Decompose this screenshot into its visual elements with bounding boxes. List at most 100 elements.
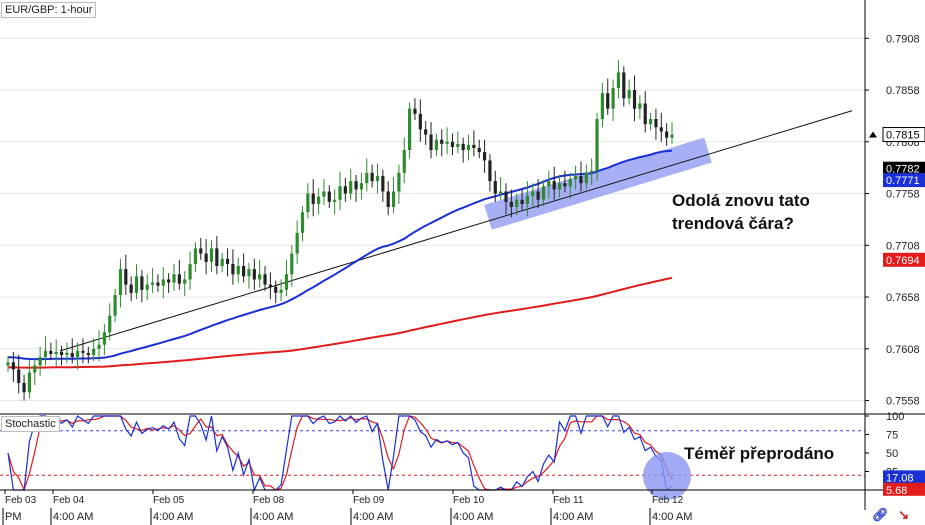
candle-body bbox=[386, 191, 390, 207]
candle-body bbox=[150, 282, 155, 285]
candle-body bbox=[188, 263, 192, 280]
candle-body bbox=[118, 269, 123, 295]
candle-body bbox=[541, 186, 546, 200]
candle-body bbox=[306, 193, 310, 213]
stoch-value-box bbox=[883, 470, 925, 484]
candle-body bbox=[466, 144, 471, 151]
candle-body bbox=[525, 195, 530, 204]
candle-body bbox=[359, 183, 364, 190]
candle-body bbox=[515, 199, 519, 207]
x-date-label: Feb 10 bbox=[453, 495, 485, 506]
candle-body bbox=[370, 172, 374, 182]
candle-body bbox=[225, 258, 230, 264]
candle-body bbox=[113, 294, 117, 316]
oversold-annotation: Téměř přeprodáno bbox=[684, 444, 835, 463]
candle-body bbox=[54, 351, 58, 354]
stoch-k-line bbox=[7, 415, 673, 493]
link-icon[interactable]: 🔗︎ bbox=[872, 507, 889, 522]
candle-body bbox=[477, 148, 481, 153]
candle-body bbox=[343, 186, 347, 194]
y-tick-label: 0.7758 bbox=[886, 189, 920, 201]
x-time-label: 4:00 AM bbox=[153, 511, 193, 523]
candle-body bbox=[584, 172, 588, 184]
x-date-label: Feb 12 bbox=[652, 495, 684, 506]
trend-zone-rect bbox=[484, 137, 712, 230]
candle-body bbox=[381, 175, 385, 192]
candle-body bbox=[354, 181, 358, 190]
candle-body bbox=[316, 196, 321, 204]
candle-body bbox=[499, 191, 503, 194]
candle-body bbox=[124, 269, 128, 285]
sma-slow-line bbox=[8, 276, 673, 369]
price-label: 0.7815 bbox=[886, 130, 920, 142]
candle-body bbox=[590, 170, 594, 173]
candle-body bbox=[611, 87, 615, 109]
candle-body bbox=[574, 175, 578, 180]
candle-body bbox=[167, 279, 171, 283]
candle-body bbox=[568, 179, 572, 187]
candle-body bbox=[659, 127, 663, 132]
candle-body bbox=[274, 286, 278, 293]
stoch-y-tick-label: 75 bbox=[886, 430, 898, 442]
candle-body bbox=[65, 352, 69, 356]
candle-body bbox=[220, 258, 224, 266]
oversold-circle bbox=[643, 452, 691, 500]
candle-body bbox=[86, 352, 90, 356]
candle-body bbox=[129, 284, 133, 293]
candle-body bbox=[263, 274, 267, 285]
stoch-value-box bbox=[883, 482, 925, 496]
candle-body bbox=[375, 175, 380, 182]
candle-body bbox=[33, 365, 37, 373]
candle-body bbox=[134, 276, 139, 293]
candle-body bbox=[81, 350, 85, 353]
candle-body bbox=[183, 279, 187, 284]
candle-body bbox=[622, 72, 626, 99]
candle-body bbox=[38, 357, 42, 366]
x-date-label: Feb 11 bbox=[553, 495, 584, 506]
candle-body bbox=[520, 199, 524, 204]
trend-line bbox=[59, 110, 853, 352]
candle-body bbox=[429, 134, 433, 151]
candle-body bbox=[557, 183, 562, 190]
candle-body bbox=[156, 282, 160, 286]
last-price-marker bbox=[869, 131, 877, 138]
arrow-icon[interactable]: ↘ bbox=[898, 507, 910, 522]
candle-body bbox=[204, 253, 208, 262]
candle-body bbox=[648, 119, 653, 125]
candle-body bbox=[231, 263, 235, 275]
candle-body bbox=[397, 172, 401, 192]
candle-body bbox=[236, 265, 240, 275]
stoch-value-label: 17.08 bbox=[886, 472, 914, 484]
candle-body bbox=[177, 274, 181, 284]
candle-body bbox=[17, 369, 21, 383]
candle-body bbox=[70, 352, 74, 358]
candle-body bbox=[482, 152, 487, 161]
candle-body bbox=[600, 93, 604, 120]
y-tick-label: 0.7558 bbox=[886, 396, 920, 408]
x-date-label: Feb 05 bbox=[153, 495, 185, 506]
candle-body bbox=[493, 181, 497, 194]
candle-body bbox=[424, 129, 428, 135]
stochastic-grid bbox=[0, 430, 865, 476]
stoch-value-label: 5.68 bbox=[886, 485, 907, 497]
candle-body bbox=[632, 90, 637, 109]
candle-body bbox=[327, 191, 331, 202]
moving-averages bbox=[7, 149, 673, 369]
price-label: 0.7782 bbox=[886, 164, 920, 176]
candle-body bbox=[215, 248, 219, 266]
candle-body bbox=[27, 372, 32, 393]
y-tick-label: 0.7858 bbox=[886, 85, 920, 97]
candle-body bbox=[509, 201, 513, 207]
stoch-y-tick-label: 50 bbox=[886, 448, 898, 460]
trend-zone bbox=[484, 137, 712, 230]
candle-body bbox=[108, 315, 112, 333]
candle-body bbox=[279, 289, 283, 293]
x-time-label: 4:00 AM bbox=[652, 511, 692, 523]
trendline bbox=[59, 110, 853, 352]
candle-body bbox=[643, 103, 647, 125]
price-label-box bbox=[883, 252, 925, 267]
x-time-label: 4:00 AM bbox=[553, 511, 593, 523]
candle-body bbox=[145, 284, 149, 290]
